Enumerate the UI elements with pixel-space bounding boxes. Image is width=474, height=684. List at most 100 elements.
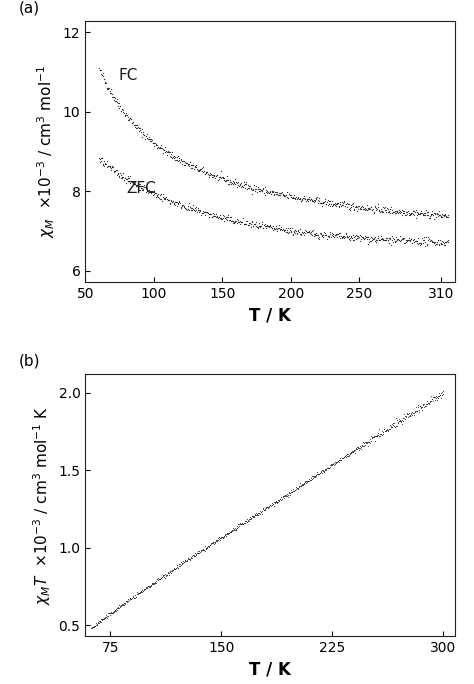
Point — [108, 607, 116, 618]
Point — [202, 207, 210, 218]
Point — [116, 601, 124, 611]
Point — [193, 549, 201, 560]
Point — [413, 207, 421, 218]
Point — [418, 208, 425, 219]
Point — [135, 588, 142, 598]
Point — [126, 594, 134, 605]
Point — [263, 501, 271, 512]
Point — [289, 230, 297, 241]
Point — [210, 170, 218, 181]
Point — [341, 451, 349, 462]
Point — [215, 533, 223, 544]
Point — [329, 459, 337, 470]
Point — [361, 440, 369, 451]
Point — [189, 550, 197, 561]
Point — [410, 209, 418, 220]
Point — [137, 587, 144, 598]
Point — [319, 464, 327, 475]
Point — [294, 482, 301, 493]
Point — [421, 400, 428, 411]
Point — [209, 208, 217, 219]
Point — [142, 183, 149, 194]
Point — [392, 413, 400, 424]
Point — [260, 505, 268, 516]
Point — [157, 573, 164, 584]
Point — [128, 593, 135, 604]
Point — [366, 203, 374, 214]
Point — [222, 176, 230, 187]
Point — [424, 235, 432, 246]
Point — [406, 235, 413, 246]
Point — [224, 529, 231, 540]
Point — [377, 205, 385, 216]
Point — [177, 558, 184, 569]
Point — [101, 77, 109, 88]
Point — [405, 235, 412, 246]
Point — [250, 220, 257, 231]
Point — [111, 95, 119, 106]
Point — [220, 211, 228, 222]
Point — [220, 174, 228, 185]
Point — [221, 529, 228, 540]
Point — [419, 209, 426, 220]
Point — [334, 228, 342, 239]
Point — [270, 186, 277, 197]
Point — [276, 494, 284, 505]
Point — [369, 431, 376, 442]
Point — [297, 480, 304, 491]
Point — [297, 230, 304, 241]
Point — [180, 556, 188, 567]
Point — [103, 83, 111, 94]
Point — [410, 408, 417, 419]
Point — [337, 232, 345, 243]
Point — [139, 586, 147, 596]
Point — [418, 233, 426, 244]
Point — [229, 523, 237, 534]
Point — [375, 204, 383, 215]
Point — [433, 239, 440, 250]
Point — [251, 185, 258, 196]
Point — [194, 205, 202, 215]
Point — [106, 609, 114, 620]
Point — [391, 420, 398, 431]
Point — [412, 235, 419, 246]
Point — [332, 458, 340, 469]
Point — [341, 231, 349, 242]
Point — [119, 598, 127, 609]
Point — [294, 192, 301, 203]
Point — [416, 401, 423, 412]
Point — [158, 572, 166, 583]
Point — [268, 499, 276, 510]
Point — [110, 167, 118, 178]
Point — [171, 155, 179, 166]
Point — [164, 567, 172, 578]
Point — [208, 538, 216, 549]
Point — [113, 97, 120, 108]
Point — [307, 475, 315, 486]
Point — [301, 224, 309, 235]
Point — [183, 158, 191, 169]
Point — [132, 592, 140, 603]
Point — [283, 187, 291, 198]
Point — [299, 193, 307, 204]
Point — [234, 522, 241, 533]
Point — [405, 210, 412, 221]
Point — [246, 181, 253, 192]
Point — [354, 233, 362, 244]
Point — [359, 204, 366, 215]
Point — [115, 601, 122, 612]
Point — [408, 209, 415, 220]
Point — [159, 571, 166, 582]
Point — [100, 161, 108, 172]
Point — [190, 159, 197, 170]
Point — [268, 223, 275, 234]
Point — [97, 616, 104, 627]
Point — [155, 193, 163, 204]
Point — [109, 161, 117, 172]
Point — [242, 177, 250, 188]
Point — [436, 209, 444, 220]
Point — [412, 205, 419, 216]
Point — [202, 544, 210, 555]
Point — [154, 575, 162, 586]
Point — [224, 179, 232, 189]
